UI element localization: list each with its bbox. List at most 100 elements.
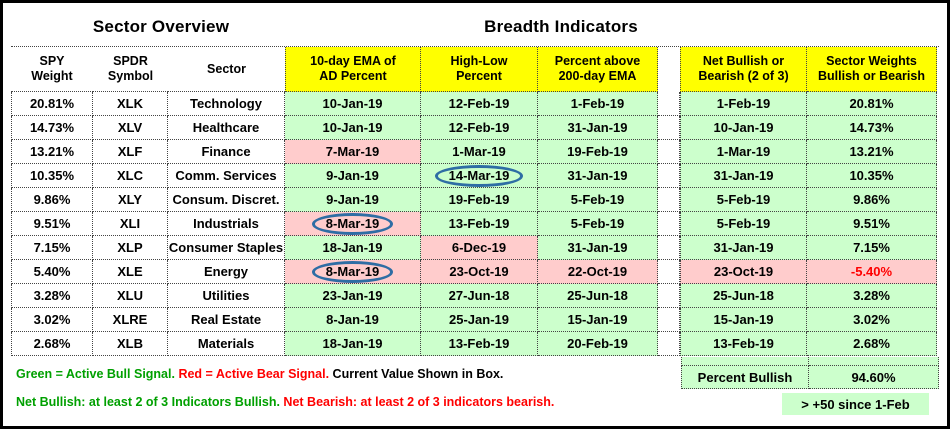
table-row: 9.51% XLI Industrials 8-Mar-19 13-Feb-19 5-Fe… (11, 212, 939, 236)
cell-pct-above-ema: 31-Jan-19 (538, 164, 658, 188)
percent-bullish-row: Percent Bullish 94.60% (681, 366, 939, 389)
cell-spdr-symbol: XLE (93, 260, 168, 284)
col-header-sector-weights: Sector Weights Bullish or Bearish (807, 47, 937, 92)
cell-spy-weight: 10.35% (11, 164, 93, 188)
table-row: 3.28% XLU Utilities 23-Jan-19 27-Jun-18 25-Ju… (11, 284, 939, 308)
cell-high-low: 13-Feb-19 (421, 332, 538, 356)
row-gap (658, 284, 680, 308)
col-header-line: Percent above (554, 54, 641, 68)
cell-high-low: 27-Jun-18 (421, 284, 538, 308)
cell-pct-above-ema: 15-Jan-19 (538, 308, 658, 332)
cell-spy-weight: 9.86% (11, 188, 93, 212)
cell-spy-weight: 5.40% (11, 260, 93, 284)
legend-net-rules: Net Bullish: at least 2 of 3 Indicators … (16, 395, 554, 409)
cell-sector-weight: 2.68% (807, 332, 937, 356)
cell-sector: Comm. Services (168, 164, 285, 188)
cell-sector-weight: -5.40% (807, 260, 937, 284)
row-gap (658, 116, 680, 140)
row-gap (658, 308, 680, 332)
col-header-line: Percent (456, 69, 502, 83)
col-header-spy-weight: SPY Weight (11, 47, 93, 92)
cell-ad-percent: 9-Jan-19 (285, 188, 421, 212)
cell-spy-weight: 3.28% (11, 284, 93, 308)
cell-ad-percent: 18-Jan-19 (285, 236, 421, 260)
legend-segment: Green = Active Bull Signal. (16, 367, 175, 381)
col-header-pct-above-ema: Percent above 200-day EMA (538, 47, 658, 92)
spacer-cell (809, 357, 939, 366)
cell-pct-above-ema: 25-Jun-18 (538, 284, 658, 308)
cell-spdr-symbol: XLC (93, 164, 168, 188)
cell-net-bullish: 25-Jun-18 (680, 284, 807, 308)
footer-area: Green = Active Bull Signal. Red = Active… (11, 356, 939, 428)
cell-sector: Healthcare (168, 116, 285, 140)
col-header-line: Weight (31, 69, 73, 83)
col-header-net-bullish: Net Bullish or Bearish (2 of 3) (680, 47, 807, 92)
section-title-sector-overview: Sector Overview (92, 17, 230, 36)
col-header-ad-percent: 10-day EMA of AD Percent (285, 47, 421, 92)
cell-net-bullish: 1-Feb-19 (680, 92, 807, 116)
col-header-line: Symbol (107, 69, 154, 83)
summary-block: Percent Bullish 94.60% > +50 since 1-Feb (681, 357, 939, 415)
row-gap (658, 260, 680, 284)
cell-spy-weight: 2.68% (11, 332, 93, 356)
cell-pct-above-ema: 19-Feb-19 (538, 140, 658, 164)
col-header-line: Sector (207, 61, 246, 76)
cell-high-low: 13-Feb-19 (421, 212, 538, 236)
cell-spdr-symbol: XLY (93, 188, 168, 212)
legend-signal-colors: Green = Active Bull Signal. Red = Active… (16, 367, 503, 381)
cell-pct-above-ema: 31-Jan-19 (538, 236, 658, 260)
summary-spacer-row (681, 357, 939, 366)
cell-sector: Technology (168, 92, 285, 116)
percent-bullish-value: 94.60% (809, 366, 939, 389)
cell-high-low: 25-Jan-19 (421, 308, 538, 332)
row-gap (658, 332, 680, 356)
cell-net-bullish: 5-Feb-19 (680, 212, 807, 236)
cell-sector-weight: 13.21% (807, 140, 937, 164)
row-gap (658, 92, 680, 116)
cell-ad-percent: 8-Mar-19 (285, 260, 421, 284)
cell-sector-weight: 14.73% (807, 116, 937, 140)
cell-net-bullish: 31-Jan-19 (680, 164, 807, 188)
row-gap (658, 140, 680, 164)
title-row: Sector Overview Breadth Indicators (11, 9, 939, 47)
legend-segment: Net Bullish: at least 2 of 3 Indicators … (16, 395, 280, 409)
cell-sector: Energy (168, 260, 285, 284)
cell-high-low: 14-Mar-19 (421, 164, 538, 188)
cell-spdr-symbol: XLU (93, 284, 168, 308)
table-row: 7.15% XLP Consumer Staples 18-Jan-19 6-Dec-1… (11, 236, 939, 260)
table-row: 10.35% XLC Comm. Services 9-Jan-19 14-Mar-19… (11, 164, 939, 188)
cell-spy-weight: 3.02% (11, 308, 93, 332)
cell-net-bullish: 10-Jan-19 (680, 116, 807, 140)
cell-sector-weight: 9.86% (807, 188, 937, 212)
col-header-sector: Sector (168, 47, 285, 92)
cell-spdr-symbol: XLV (93, 116, 168, 140)
cell-sector-weight: 7.15% (807, 236, 937, 260)
table-body: 20.81% XLK Technology 10-Jan-19 12-Feb-19 1-F… (11, 92, 939, 356)
cell-net-bullish: 15-Jan-19 (680, 308, 807, 332)
cell-sector: Materials (168, 332, 285, 356)
cell-ad-percent: 9-Jan-19 (285, 164, 421, 188)
cell-pct-above-ema: 5-Feb-19 (538, 188, 658, 212)
cell-sector-weight: 3.02% (807, 308, 937, 332)
table-row: 13.21% XLF Finance 7-Mar-19 1-Mar-19 19-Feb-1… (11, 140, 939, 164)
since-feb-note: > +50 since 1-Feb (782, 393, 929, 415)
row-gap (658, 212, 680, 236)
header-gap (658, 47, 680, 92)
cell-spy-weight: 13.21% (11, 140, 93, 164)
col-header-line: 10-day EMA of (310, 54, 396, 68)
cell-pct-above-ema: 5-Feb-19 (538, 212, 658, 236)
col-header-spdr-symbol: SPDR Symbol (93, 47, 168, 92)
cell-sector: Industrials (168, 212, 285, 236)
cell-high-low: 12-Feb-19 (421, 92, 538, 116)
table-row: 3.02% XLRE Real Estate 8-Jan-19 25-Jan-19 15-… (11, 308, 939, 332)
cell-spy-weight: 20.81% (11, 92, 93, 116)
cell-net-bullish: 13-Feb-19 (680, 332, 807, 356)
cell-pct-above-ema: 20-Feb-19 (538, 332, 658, 356)
legend-segment: Red = Active Bear Signal. (174, 367, 330, 381)
cell-ad-percent: 7-Mar-19 (285, 140, 421, 164)
cell-spdr-symbol: XLI (93, 212, 168, 236)
col-header-line: Sector Weights (826, 54, 917, 68)
cell-pct-above-ema: 22-Oct-19 (538, 260, 658, 284)
col-header-high-low: High-Low Percent (421, 47, 538, 92)
